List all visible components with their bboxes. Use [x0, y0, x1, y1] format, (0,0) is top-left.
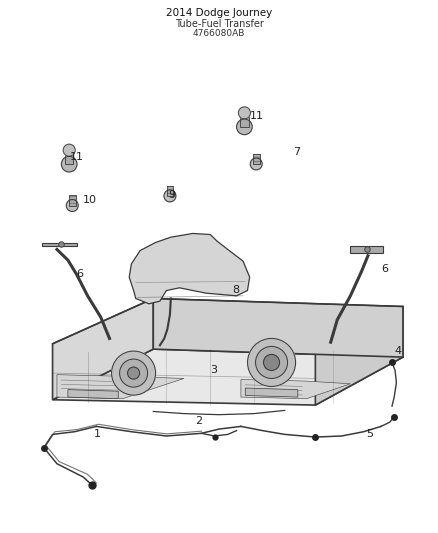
Text: 11: 11 [250, 111, 264, 121]
Circle shape [63, 144, 75, 156]
Circle shape [255, 346, 288, 378]
Polygon shape [350, 246, 383, 253]
Circle shape [120, 359, 148, 387]
Text: 3: 3 [210, 366, 217, 375]
Polygon shape [68, 390, 118, 399]
Text: 10: 10 [83, 195, 97, 205]
Polygon shape [42, 243, 77, 246]
Text: 6: 6 [381, 264, 388, 274]
Text: 9: 9 [169, 190, 176, 199]
Polygon shape [53, 349, 403, 405]
Text: Tube-Fuel Transfer: Tube-Fuel Transfer [175, 19, 263, 29]
Circle shape [66, 199, 78, 212]
FancyBboxPatch shape [253, 154, 260, 164]
Circle shape [127, 367, 140, 379]
Polygon shape [241, 379, 350, 399]
Text: 11: 11 [70, 152, 84, 162]
Text: 2014 Dodge Journey: 2014 Dodge Journey [166, 8, 272, 18]
FancyBboxPatch shape [166, 185, 173, 196]
FancyBboxPatch shape [240, 113, 249, 127]
FancyBboxPatch shape [69, 195, 76, 206]
Circle shape [250, 158, 262, 170]
Circle shape [61, 156, 77, 172]
Circle shape [238, 107, 251, 119]
Text: 4: 4 [394, 346, 401, 356]
Circle shape [237, 119, 252, 135]
Circle shape [164, 190, 176, 202]
Circle shape [112, 351, 155, 395]
Text: 2: 2 [195, 416, 202, 426]
Text: 5: 5 [366, 430, 373, 439]
FancyBboxPatch shape [65, 150, 74, 164]
Text: 8: 8 [232, 286, 239, 295]
Text: 7: 7 [293, 147, 300, 157]
Circle shape [247, 338, 296, 386]
Polygon shape [129, 233, 250, 304]
Polygon shape [315, 306, 403, 405]
Polygon shape [153, 298, 403, 357]
Polygon shape [53, 298, 153, 400]
Circle shape [264, 354, 279, 370]
Text: 6: 6 [77, 270, 84, 279]
Text: 4766080AB: 4766080AB [193, 29, 245, 38]
Polygon shape [245, 388, 298, 397]
Text: 1: 1 [94, 430, 101, 439]
Polygon shape [57, 375, 184, 399]
